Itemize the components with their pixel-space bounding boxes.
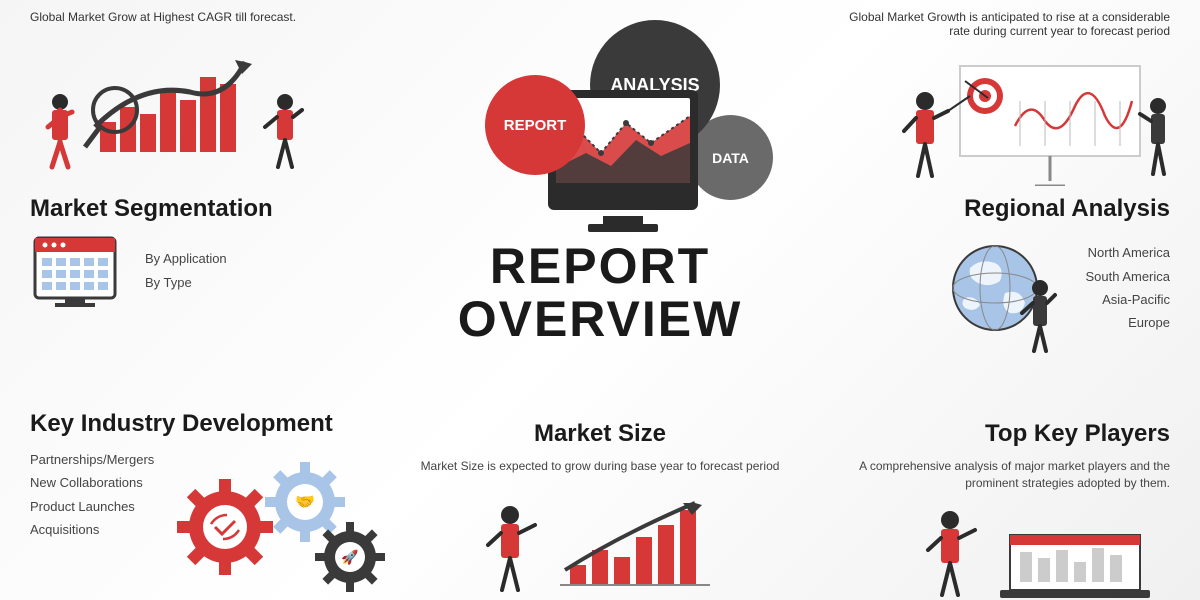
keydev-title: Key Industry Development: [30, 410, 410, 438]
list-item: North America: [1085, 241, 1170, 264]
hero-section: ANALYSIS REPORT DATA: [420, 20, 780, 220]
segmentation-section: Market Segmentation: [30, 195, 380, 308]
list-item: New Collaborations: [30, 471, 154, 494]
top-left-caption: Global Market Grow at Highest CAGR till …: [30, 10, 370, 24]
regional-title: Regional Analysis: [820, 195, 1170, 223]
market-size-title: Market Size: [420, 420, 780, 448]
globe-icon: [940, 233, 1060, 343]
list-item: South America: [1085, 265, 1170, 288]
topkey-desc: A comprehensive analysis of major market…: [810, 458, 1170, 492]
top-left-section: Global Market Grow at Highest CAGR till …: [30, 10, 370, 172]
list-item: Asia-Pacific: [1085, 288, 1170, 311]
hero-bubbles: ANALYSIS REPORT DATA: [420, 20, 780, 220]
list-item: By Type: [145, 271, 227, 294]
top-right-section: Global Market Growth is anticipated to r…: [830, 10, 1170, 186]
list-item: By Application: [145, 247, 227, 270]
keydev-list: Partnerships/Mergers New Collaborations …: [30, 448, 154, 542]
topkey-title: Top Key Players: [810, 420, 1170, 448]
growth-graphic: [830, 46, 1170, 186]
market-size-section: Market Size Market Size is expected to g…: [420, 420, 780, 585]
keydev-section: Key Industry Development Partnerships/Me…: [30, 410, 410, 542]
market-size-graphic: [420, 485, 780, 585]
top-right-caption: Global Market Growth is anticipated to r…: [830, 10, 1170, 38]
topkey-graphic: [810, 500, 1170, 590]
market-size-desc: Market Size is expected to grow during b…: [420, 458, 780, 475]
segmentation-title: Market Segmentation: [30, 195, 380, 223]
svg-text:🤝: 🤝: [295, 494, 315, 511]
topkey-section: Top Key Players A comprehensive analysis…: [810, 420, 1170, 590]
list-item: Acquisitions: [30, 518, 154, 541]
gears-icon: 🤝 🚀: [170, 452, 410, 592]
regional-list: North America South America Asia-Pacific…: [1085, 241, 1170, 335]
list-item: Product Launches: [30, 495, 154, 518]
calendar-screen-icon: [30, 233, 120, 308]
list-item: Partnerships/Mergers: [30, 448, 154, 471]
list-item: Europe: [1085, 311, 1170, 334]
bubble-report: REPORT: [485, 75, 585, 175]
title-line1: REPORT: [490, 238, 710, 294]
regional-section: Regional Analysis North Ame: [820, 195, 1170, 343]
main-title: REPORT OVERVIEW: [400, 240, 800, 345]
segmentation-list: By Application By Type: [145, 247, 227, 294]
svg-text:🚀: 🚀: [341, 549, 359, 566]
cagr-graphic: [30, 32, 370, 172]
title-line2: OVERVIEW: [458, 291, 743, 347]
